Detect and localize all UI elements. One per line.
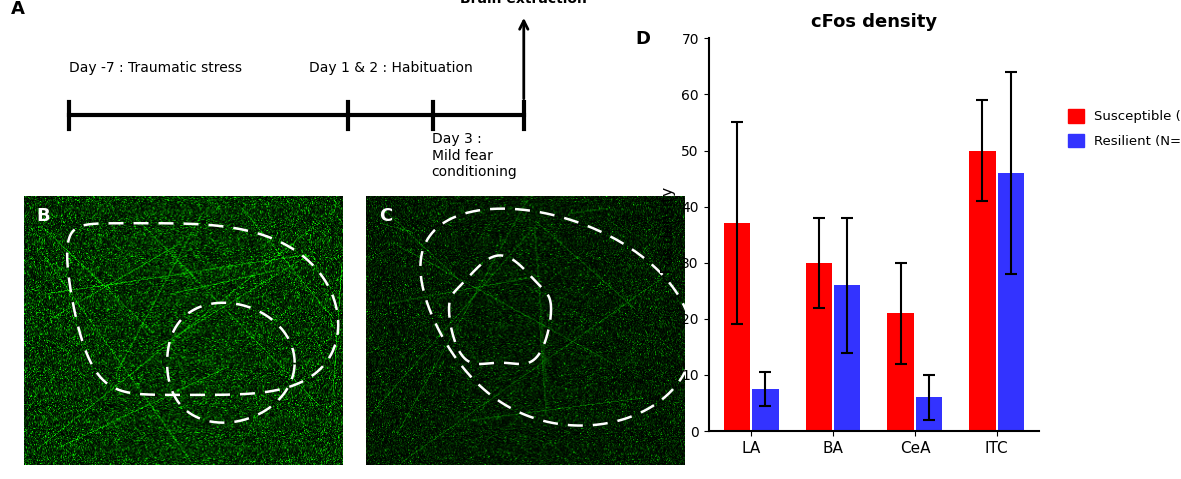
Bar xyxy=(887,313,914,431)
Text: Brain extraction: Brain extraction xyxy=(461,0,587,6)
Text: B: B xyxy=(37,207,50,225)
Text: A: A xyxy=(11,0,25,19)
Bar xyxy=(752,389,778,431)
Text: C: C xyxy=(379,207,392,225)
Text: Day -7 : Traumatic stress: Day -7 : Traumatic stress xyxy=(68,61,242,75)
Bar xyxy=(998,173,1024,431)
Bar xyxy=(970,150,996,431)
Text: D: D xyxy=(635,31,651,48)
Bar xyxy=(916,398,942,431)
Y-axis label: cFos density: cFos density xyxy=(660,187,676,282)
Text: Day 3 :
Mild fear
conditioning: Day 3 : Mild fear conditioning xyxy=(431,133,517,179)
Bar xyxy=(805,263,831,431)
Legend: Susceptible (N=4), Resilient (N=4): Susceptible (N=4), Resilient (N=4) xyxy=(1063,104,1181,153)
Bar xyxy=(834,285,861,431)
Bar xyxy=(724,224,750,431)
Text: Day 1 & 2 : Habituation: Day 1 & 2 : Habituation xyxy=(308,61,472,75)
Title: cFos density: cFos density xyxy=(811,13,937,31)
Text: 5 min: 5 min xyxy=(504,229,543,243)
